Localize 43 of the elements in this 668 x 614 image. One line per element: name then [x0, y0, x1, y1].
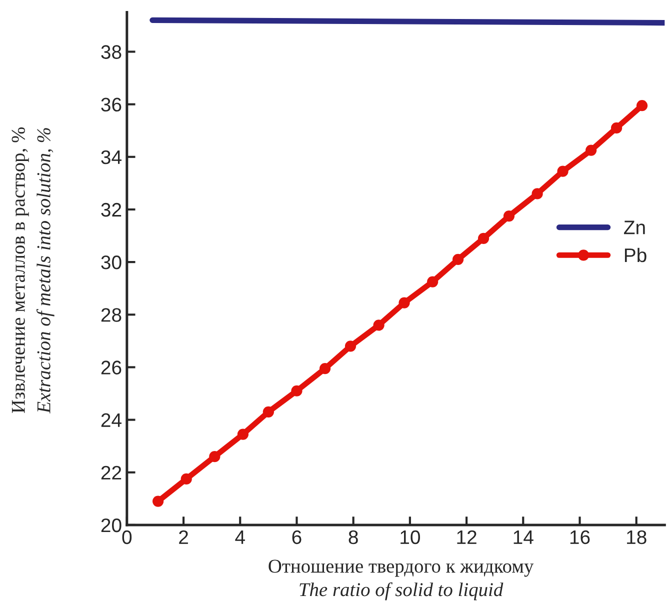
point [398, 297, 410, 308]
y-tick-label: 30 [101, 256, 122, 270]
x-tick-label: 18 [627, 530, 646, 544]
point [610, 122, 622, 134]
point [291, 385, 302, 396]
point [209, 451, 220, 462]
x-tick-label: 8 [348, 530, 358, 544]
point [532, 188, 543, 200]
y-tick-label: 26 [101, 360, 122, 374]
point [373, 320, 384, 331]
x-tick-label: 2 [179, 530, 188, 544]
point [319, 362, 331, 374]
point [636, 100, 648, 112]
y-tick-label: 32 [101, 202, 122, 217]
y-tick-label: 38 [101, 45, 122, 59]
x-tick-label: 14 [514, 530, 534, 544]
x-tick-label: 4 [235, 530, 245, 544]
x-tick-label: 0 [122, 530, 132, 544]
point [180, 473, 192, 485]
x-tick-label: 10 [400, 530, 420, 544]
x-tick-label: 16 [570, 530, 590, 544]
legend-label: Pb [624, 248, 646, 262]
y-tick-label: 20 [101, 518, 122, 532]
y-tick-label: 28 [101, 308, 122, 322]
point [427, 276, 438, 288]
x-axis-title: Отношение твердого к жидкому The ratio of solid to liquid [268, 560, 534, 600]
point [344, 340, 356, 352]
y-axis-title: Извлечение металлов в раствор, % Extraction of metals into solution, % [12, 127, 54, 414]
y-tick-label: 22 [101, 466, 122, 480]
point [503, 210, 515, 222]
point [586, 144, 597, 156]
point [557, 166, 568, 177]
x-tick-label: 12 [457, 530, 476, 544]
y-tick-label: 36 [101, 98, 122, 112]
y-tick-label: 24 [101, 413, 122, 427]
y-tick-label: 34 [101, 150, 122, 164]
legend-label: Zn [624, 220, 645, 234]
point [152, 496, 164, 507]
x-tick-label: 6 [292, 530, 302, 544]
point [452, 254, 464, 265]
point [478, 232, 490, 244]
point [237, 428, 249, 440]
point [262, 406, 274, 418]
